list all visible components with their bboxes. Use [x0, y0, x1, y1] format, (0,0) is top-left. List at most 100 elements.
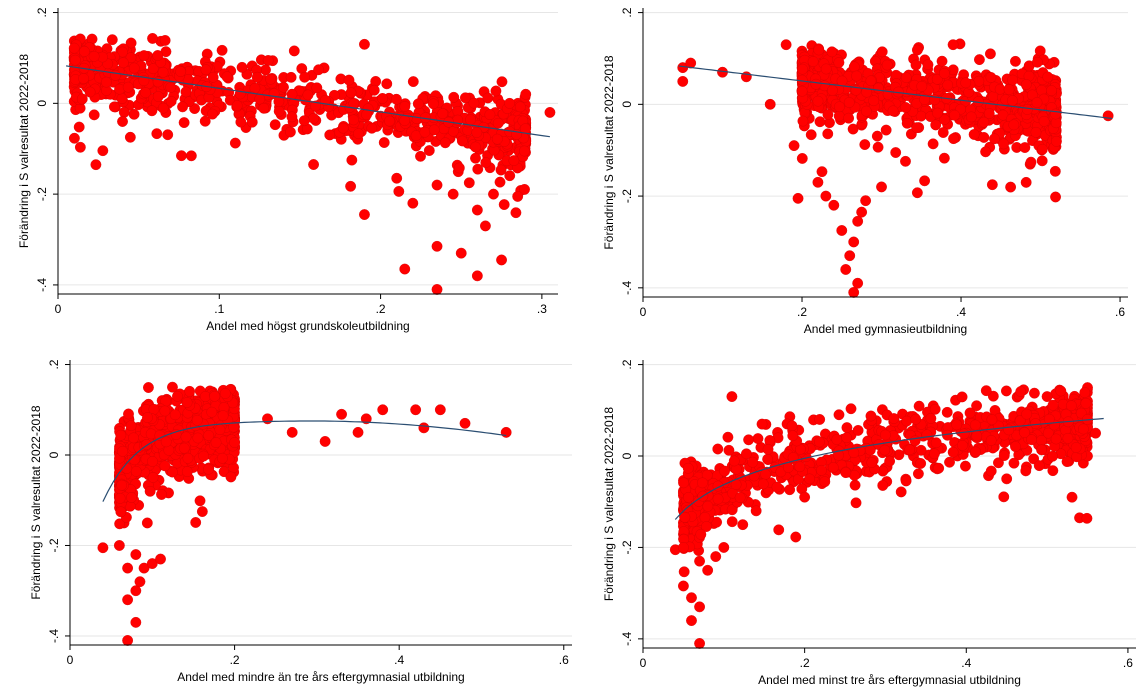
data-point: [900, 475, 912, 487]
data-point: [336, 408, 347, 420]
data-point: [182, 452, 194, 464]
data-point: [262, 413, 273, 425]
data-point: [679, 511, 691, 523]
x-tick-label: .6: [559, 653, 569, 667]
data-point: [192, 432, 204, 444]
data-point: [932, 107, 943, 119]
data-point: [986, 414, 998, 425]
data-point: [913, 400, 925, 412]
data-point: [836, 75, 848, 87]
y-tick-label: -.4: [35, 278, 49, 292]
data-point: [125, 37, 137, 49]
data-point: [175, 66, 187, 78]
data-point: [756, 418, 768, 430]
data-point: [1055, 385, 1067, 397]
x-tick-label: .2: [797, 305, 807, 319]
data-point: [217, 410, 229, 422]
data-point: [302, 89, 314, 101]
data-point: [343, 74, 355, 86]
data-point: [1047, 450, 1059, 462]
data-point: [879, 444, 891, 456]
data-point: [1030, 126, 1042, 138]
data-point: [814, 414, 826, 425]
data-point: [434, 404, 446, 416]
data-point: [228, 421, 240, 433]
data-point: [453, 162, 465, 174]
data-point: [699, 512, 711, 523]
data-point: [346, 154, 358, 166]
data-point: [167, 466, 178, 478]
data-point: [231, 100, 243, 112]
data-point: [377, 404, 389, 416]
data-point: [998, 138, 1009, 150]
data-point: [930, 437, 942, 449]
data-point: [210, 437, 222, 448]
data-point: [1065, 400, 1077, 412]
data-point: [504, 97, 516, 109]
data-point: [936, 55, 948, 67]
data-point: [773, 524, 785, 536]
data-point: [702, 564, 714, 576]
y-tick-label: -.4: [47, 629, 61, 643]
data-point: [880, 124, 892, 136]
chart-panel-1: 0 .1 .2 .3 -.4 -.2 0 .2 Andel med högst grundsko…: [0, 0, 572, 350]
data-point: [122, 594, 134, 606]
data-point: [73, 121, 85, 133]
data-point: [162, 129, 174, 141]
data-point: [142, 412, 153, 423]
data-point: [985, 72, 997, 83]
data-point: [490, 85, 502, 97]
data-point: [876, 46, 888, 58]
data-point: [843, 112, 855, 124]
data-point: [167, 381, 178, 393]
data-point: [495, 164, 507, 176]
data-point: [1036, 143, 1048, 155]
y-tick-label: 0: [47, 451, 61, 458]
x-axis-title: Andel med mindre än tre års eftergymnasi…: [177, 670, 464, 684]
data-point: [492, 117, 504, 129]
y-tick-label: -.2: [47, 538, 61, 552]
data-point: [848, 236, 860, 248]
data-point: [712, 493, 724, 505]
data-point: [216, 44, 228, 56]
data-point: [752, 433, 764, 444]
data-point: [106, 34, 118, 46]
data-point: [678, 566, 690, 578]
data-point: [949, 109, 960, 121]
data-point: [764, 98, 776, 110]
y-tick-label: -.4: [620, 281, 634, 295]
data-point: [985, 465, 997, 477]
data-point: [459, 417, 471, 429]
y-tick-label: -.2: [35, 187, 49, 201]
data-point: [873, 82, 884, 94]
data-point: [221, 71, 233, 83]
data-point: [888, 413, 900, 424]
data-point: [978, 132, 990, 143]
data-point: [128, 108, 140, 120]
data-point: [1042, 427, 1054, 439]
data-point: [971, 400, 982, 412]
data-point: [915, 458, 927, 469]
data-point: [750, 505, 762, 517]
data-point: [678, 580, 689, 592]
y-tick-label: -.2: [620, 189, 634, 203]
data-point: [1020, 465, 1032, 477]
data-point: [194, 495, 206, 507]
data-point: [199, 391, 211, 402]
data-point: [1079, 387, 1091, 398]
data-point: [141, 517, 153, 529]
data-point: [958, 428, 970, 440]
data-point: [833, 57, 845, 68]
data-point: [308, 159, 319, 170]
data-point: [484, 109, 496, 121]
data-point: [683, 491, 694, 503]
data-point: [519, 183, 530, 195]
data-point: [496, 76, 508, 88]
data-point: [840, 264, 852, 275]
y-tick-label: .2: [35, 7, 49, 17]
data-point: [880, 429, 891, 441]
data-point: [841, 422, 853, 434]
data-point: [845, 403, 857, 415]
data-point: [229, 437, 240, 448]
data-point: [712, 443, 724, 455]
